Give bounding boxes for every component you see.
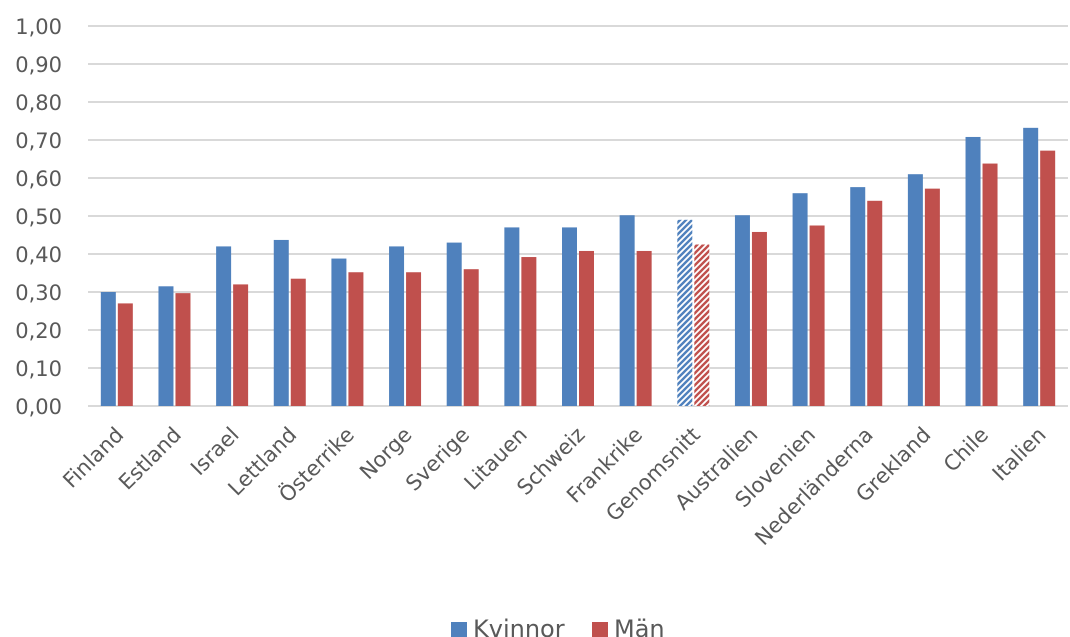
bar-man <box>406 272 422 406</box>
y-tick-label: 0,70 <box>15 129 62 153</box>
x-tick-label: Chile <box>939 423 993 477</box>
bar-kvinnor <box>216 246 232 406</box>
bar-kvinnor <box>273 239 289 406</box>
bar-man <box>117 303 133 406</box>
bar-kvinnor <box>446 242 462 406</box>
bar-man <box>867 200 883 406</box>
bar-man <box>348 272 364 406</box>
y-tick-label: 0,80 <box>15 91 62 115</box>
y-tick-label: 0,60 <box>15 167 62 191</box>
bar-kvinnor <box>677 219 693 406</box>
bars <box>100 127 1056 406</box>
bar-man <box>290 278 306 406</box>
bar-man <box>175 293 191 406</box>
bar-man <box>1040 150 1056 406</box>
y-tick-label: 1,00 <box>15 15 62 39</box>
x-tick-label: Estland <box>114 423 186 495</box>
bar-kvinnor <box>100 292 116 406</box>
legend-label-man: Män <box>614 615 665 637</box>
bar-kvinnor <box>562 227 577 406</box>
x-tick-label: Italien <box>988 423 1051 486</box>
bar-kvinnor <box>1023 127 1039 406</box>
y-tick-label: 0,40 <box>15 243 62 267</box>
y-tick-label: 0,10 <box>15 357 62 381</box>
bar-kvinnor <box>850 187 866 406</box>
bar-kvinnor <box>734 215 750 406</box>
bar-man <box>579 250 594 406</box>
y-tick-label: 0,00 <box>15 395 62 419</box>
bar-kvinnor <box>331 258 347 406</box>
y-tick-label: 0,90 <box>15 53 62 77</box>
bar-man <box>809 225 825 406</box>
bar-man <box>233 284 249 406</box>
x-tick-label: Sverige <box>401 423 474 496</box>
bar-man <box>751 231 767 406</box>
bar-man <box>694 244 710 406</box>
bar-kvinnor <box>389 246 405 406</box>
gridlines <box>88 25 1068 407</box>
legend-swatch-man <box>592 622 608 637</box>
legend-swatch-kvinnor <box>451 622 467 637</box>
bar-kvinnor <box>504 227 520 406</box>
bar-man <box>982 163 998 406</box>
bar-kvinnor <box>619 215 635 406</box>
y-axis-ticks: 0,00 0,10 0,20 0,30 0,40 0,50 0,60 0,70 0,80 0,90… <box>15 15 62 419</box>
legend: Kvinnor Män <box>451 615 665 637</box>
y-tick-label: 0,20 <box>15 319 62 343</box>
bar-kvinnor <box>158 286 174 406</box>
bar-kvinnor <box>792 193 808 406</box>
legend-label-kvinnor: Kvinnor <box>473 615 565 637</box>
bar-kvinnor <box>907 174 923 406</box>
bar-man <box>636 250 652 406</box>
bar-man <box>521 257 537 406</box>
y-tick-label: 0,50 <box>15 205 62 229</box>
bar-man <box>463 269 479 406</box>
bar-man <box>924 188 940 406</box>
bar-kvinnor <box>965 136 981 406</box>
y-tick-label: 0,30 <box>15 281 62 305</box>
